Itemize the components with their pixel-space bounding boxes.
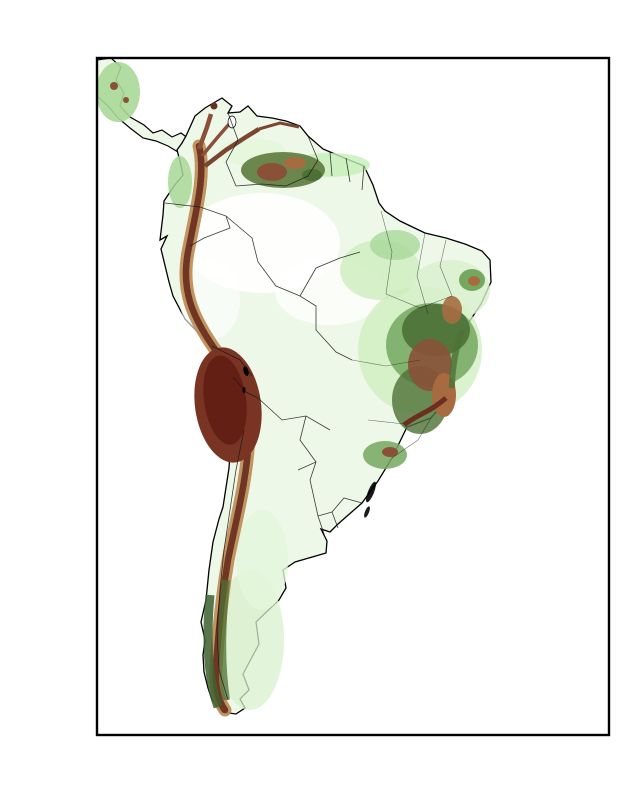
terrain-layer	[98, 59, 492, 717]
country-borders	[164, 112, 453, 701]
lakes-and-lagoons	[227, 115, 376, 518]
highlands	[241, 152, 485, 469]
map-frame	[95, 56, 611, 737]
andes-mountains	[110, 82, 300, 717]
